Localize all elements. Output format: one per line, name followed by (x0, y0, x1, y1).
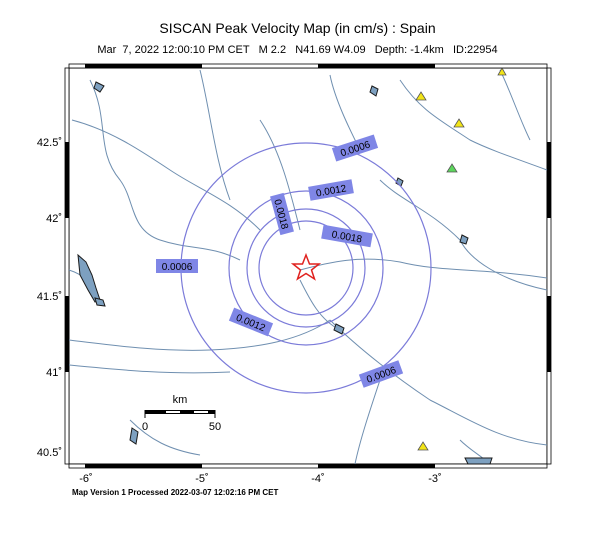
station-triangle-icon (415, 91, 427, 101)
reservoirs (77, 81, 493, 465)
map-frame-border (64, 63, 552, 469)
scale-bar-unit: km (173, 394, 188, 406)
station-triangle-icon (417, 441, 429, 451)
map-version-footer: Map Version 1 Processed 2022-03-07 12:02… (72, 488, 279, 497)
contour-label-text: 0.0006 (162, 262, 193, 273)
contour-label-mid-top: 0.0012 (308, 179, 354, 201)
station-triangle-icon (497, 67, 507, 76)
station-triangle-icon (453, 118, 465, 128)
map-area (68, 67, 548, 465)
scale-bar-end: 50 (209, 421, 221, 433)
lat-tick-label: 41˚ (46, 367, 62, 379)
lon-tick-label: -5˚ (195, 473, 208, 485)
contour-label-text: 0.0018 (331, 229, 363, 245)
station-triangle-icon (446, 163, 458, 173)
lon-tick-label: -6˚ (79, 473, 92, 485)
lat-tick-label: 40.5˚ (37, 447, 62, 459)
map-title: SISCAN Peak Velocity Map (in cm/s) : Spa… (159, 20, 436, 36)
lon-tick-label: -4˚ (311, 473, 324, 485)
event-info-subtitle: Mar 7, 2022 12:00:10 PM CET M 2.2 N41.69… (97, 44, 498, 56)
contour-label-inner-right: 0.0018 (321, 224, 373, 248)
contour-label-text: 0.0012 (315, 183, 347, 199)
epicenter-star-icon (290, 252, 322, 281)
contour-label-outer-left: 0.0006 (156, 259, 198, 273)
lat-tick-label: 42˚ (46, 213, 62, 225)
longitude-axis: -6˚ -5˚ -4˚ -3˚ (79, 473, 441, 485)
stations (415, 67, 507, 451)
lat-tick-label: 41.5˚ (37, 291, 62, 303)
lat-tick-label: 42.5˚ (37, 137, 62, 149)
latitude-axis: 42.5˚ 42˚ 41.5˚ 41˚ 40.5˚ (37, 137, 62, 459)
lon-tick-label: -3˚ (428, 473, 441, 485)
scale-bar: km 0 50 (142, 394, 221, 433)
scale-bar-start: 0 (142, 421, 148, 433)
